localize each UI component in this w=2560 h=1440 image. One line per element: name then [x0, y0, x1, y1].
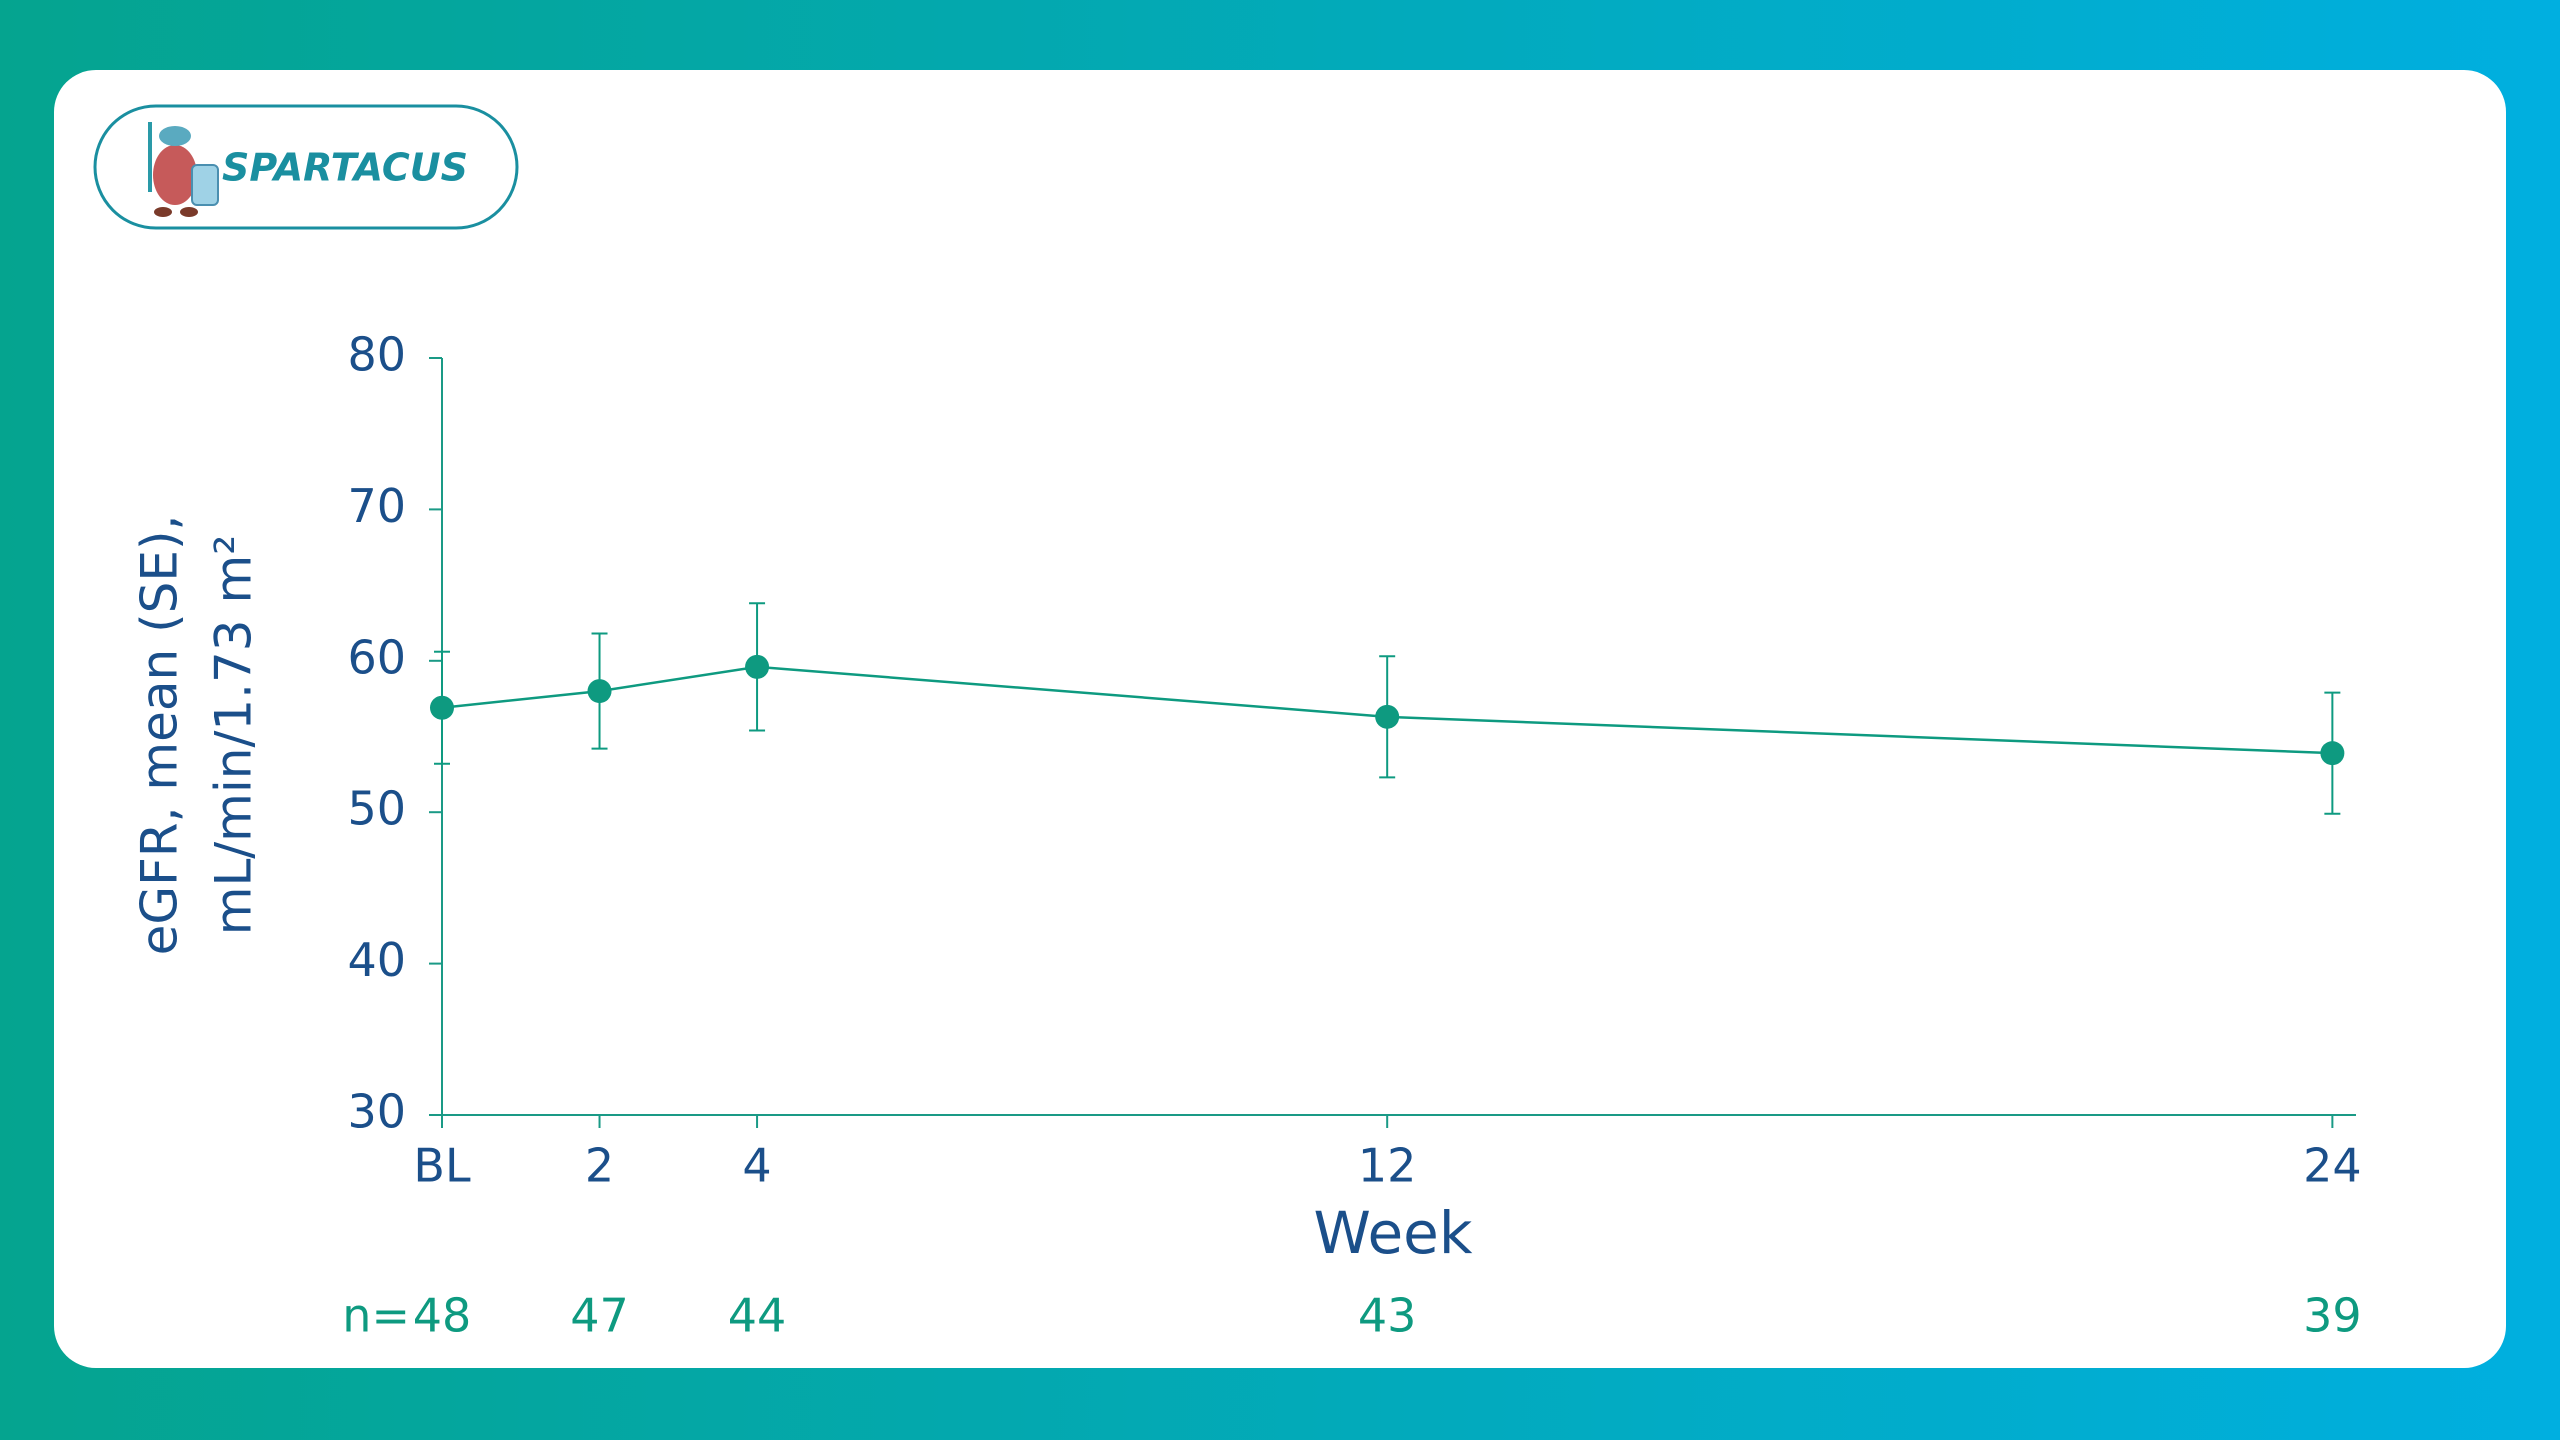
data-point	[430, 695, 454, 720]
n-value: 44	[728, 1289, 787, 1343]
y-axis-label: eGFR, mean (SE),	[131, 515, 189, 956]
logo-body	[153, 145, 197, 205]
y-tick-label: 70	[347, 479, 406, 533]
data-point	[587, 679, 612, 704]
n-label: n=	[342, 1289, 410, 1343]
logo-helmet	[159, 126, 191, 146]
logo-shield	[191, 164, 219, 206]
y-tick-label: 30	[347, 1085, 406, 1139]
x-tick-label: 24	[2303, 1139, 2362, 1193]
data-point	[2320, 741, 2345, 766]
x-tick-label: BL	[413, 1139, 471, 1193]
y-tick-label: 60	[347, 630, 406, 684]
logo: SPARTACUS	[93, 104, 519, 230]
y-tick-label: 50	[347, 782, 406, 836]
logo-foot	[154, 207, 172, 217]
y-tick-label: 40	[347, 933, 406, 987]
y-tick-label: 80	[347, 328, 406, 382]
n-value: 47	[570, 1289, 629, 1343]
x-tick-label: 2	[585, 1139, 614, 1193]
n-value: 39	[2303, 1289, 2362, 1343]
data-point	[745, 654, 770, 679]
x-tick-label: 12	[1358, 1139, 1417, 1193]
x-axis-label: Week	[1314, 1199, 1473, 1267]
x-tick-label: 4	[742, 1139, 771, 1193]
n-value: 48	[413, 1289, 472, 1343]
data-point	[1375, 704, 1400, 729]
logo-foot	[180, 207, 198, 217]
y-axis-label: mL/min/1.73 m²	[205, 535, 263, 936]
n-value: 43	[1358, 1289, 1417, 1343]
logo-text: SPARTACUS	[222, 146, 468, 190]
card	[54, 70, 2506, 1368]
